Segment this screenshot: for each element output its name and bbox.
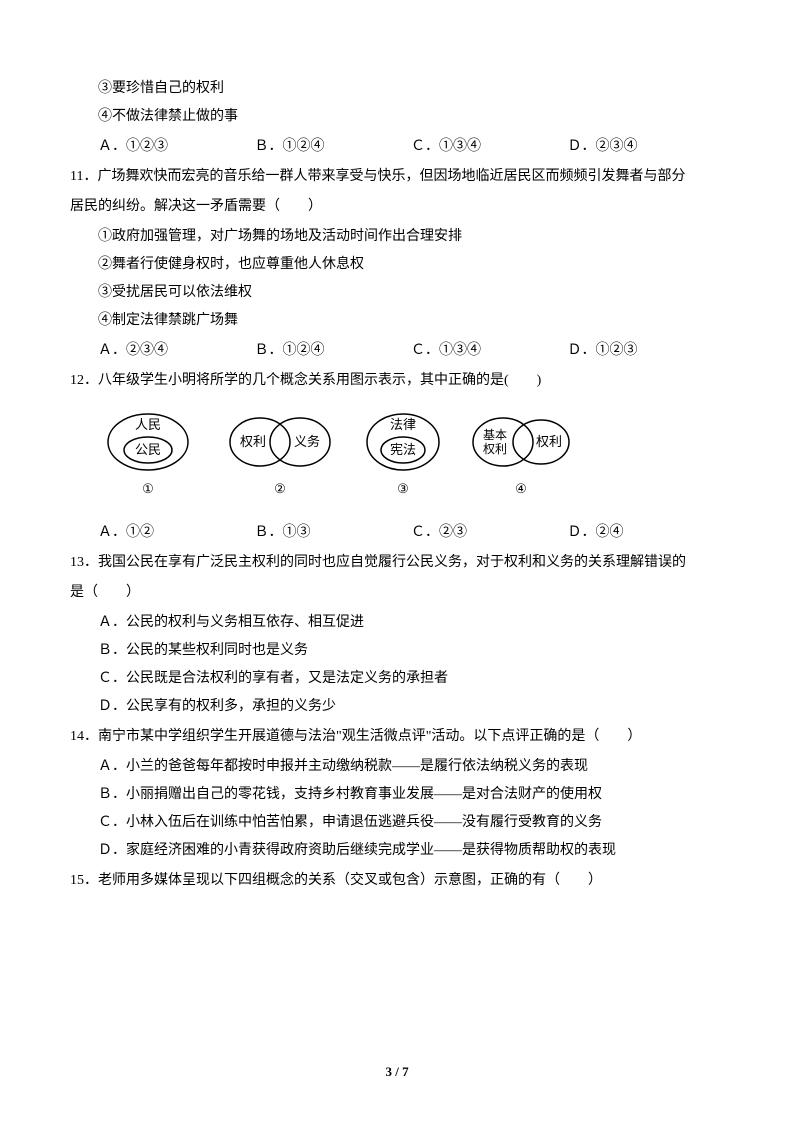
q14-stem: 14．南宁市某中学组织学生开展道德与法治"观生活微点评"活动。以下点评正确的是（… — [70, 723, 724, 751]
q12-option-a: Ａ．①② — [98, 519, 255, 547]
q14-option-a: Ａ．小兰的爸爸每年都按时申报并主动缴纳税款——是履行依法纳税义务的表现 — [70, 753, 724, 781]
q12-option-d: Ｄ．②④ — [568, 519, 725, 547]
q11-statement-4: ④制定法律禁跳广场舞 — [70, 307, 724, 335]
svg-text:权利: 权利 — [483, 442, 507, 456]
q12-stem: 12．八年级学生小明将所学的几个概念关系用图示表示，其中正确的是( ) — [70, 367, 724, 395]
q12-options: Ａ．①② Ｂ．①③ Ｃ．②③ Ｄ．②④ — [70, 519, 724, 547]
svg-text:人民: 人民 — [135, 417, 161, 432]
svg-text:法律: 法律 — [390, 417, 416, 432]
svg-text:公民: 公民 — [135, 442, 161, 457]
q13-option-d: Ｄ．公民享有的权利多，承担的义务少 — [70, 693, 724, 721]
svg-text:①: ① — [142, 481, 154, 496]
statement-3: ③要珍惜自己的权利 — [70, 75, 724, 103]
q11-stem-2: 居民的纠纷。解决这一矛盾需要（ ） — [70, 193, 724, 221]
q11-statement-2: ②舞者行使健身权时，也应尊重他人休息权 — [70, 251, 724, 279]
svg-text:②: ② — [274, 481, 286, 496]
q11-option-a: Ａ．②③④ — [98, 337, 255, 365]
q13-stem-2: 是（ ） — [70, 579, 724, 607]
q13-option-a: Ａ．公民的权利与义务相互依存、相互促进 — [70, 609, 724, 637]
svg-text:基本: 基本 — [483, 428, 507, 442]
q10-option-c: Ｃ．①③④ — [411, 133, 568, 161]
svg-text:④: ④ — [515, 481, 527, 496]
q11-option-b: Ｂ．①②④ — [255, 337, 412, 365]
q12-option-b: Ｂ．①③ — [255, 519, 412, 547]
q13-option-c: Ｃ．公民既是合法权利的享有者，又是法定义务的承担者 — [70, 665, 724, 693]
svg-text:③: ③ — [397, 481, 409, 496]
q11-option-d: Ｄ．①②③ — [568, 337, 725, 365]
q14-option-b: Ｂ．小丽捐赠出自己的零花钱，支持乡村教育事业发展——是对合法财产的使用权 — [70, 781, 724, 809]
statement-4: ④不做法律禁止做的事 — [70, 103, 724, 131]
q10-options: Ａ．①②③ Ｂ．①②④ Ｃ．①③④ Ｄ．②③④ — [70, 133, 724, 161]
q10-option-a: Ａ．①②③ — [98, 133, 255, 161]
q11-statement-3: ③受扰居民可以依法维权 — [70, 279, 724, 307]
q11-options: Ａ．②③④ Ｂ．①②④ Ｃ．①③④ Ｄ．①②③ — [70, 337, 724, 365]
q14-option-d: Ｄ．家庭经济困难的小青获得政府资助后继续完成学业——是获得物质帮助权的表现 — [70, 837, 724, 865]
q13-option-b: Ｂ．公民的某些权利同时也是义务 — [70, 637, 724, 665]
q15-stem: 15．老师用多媒体呈现以下四组概念的关系（交叉或包含）示意图，正确的有（ ） — [70, 867, 724, 895]
page-total: 7 — [402, 1064, 409, 1079]
svg-text:权利: 权利 — [240, 434, 266, 449]
q11-option-c: Ｃ．①③④ — [411, 337, 568, 365]
diagram-1: 人民 公民 ① — [108, 414, 188, 496]
page-sep: / — [392, 1064, 402, 1079]
q13-stem-1: 13．我国公民在享有广泛民主权利的同时也应自觉履行公民义务，对于权利和义务的关系… — [70, 549, 724, 577]
diagram-3: 法律 宪法 ③ — [367, 414, 439, 496]
diagram-4: 基本 权利 权利 ④ — [473, 418, 569, 496]
svg-text:义务: 义务 — [294, 434, 320, 449]
svg-text:权利: 权利 — [536, 434, 562, 449]
diagram-2: 权利 义务 ② — [230, 418, 330, 496]
q10-option-b: Ｂ．①②④ — [255, 133, 412, 161]
q14-option-c: Ｃ．小林入伍后在训练中怕苦怕累，申请退伍逃避兵役——没有履行受教育的义务 — [70, 809, 724, 837]
svg-text:宪法: 宪法 — [390, 442, 416, 457]
q10-option-d: Ｄ．②③④ — [568, 133, 725, 161]
page-number: 3 / 7 — [0, 1059, 794, 1085]
q12-option-c: Ｃ．②③ — [411, 519, 568, 547]
q12-diagram: 人民 公民 ① 权利 义务 ② 法律 宪法 ③ 基本 权利 权利 ④ — [70, 397, 724, 517]
q11-statement-1: ①政府加强管理，对广场舞的场地及活动时间作出合理安排 — [70, 223, 724, 251]
q11-stem-1: 11．广场舞欢快而宏亮的音乐给一群人带来享受与快乐，但因场地临近居民区而频频引发… — [70, 163, 724, 191]
